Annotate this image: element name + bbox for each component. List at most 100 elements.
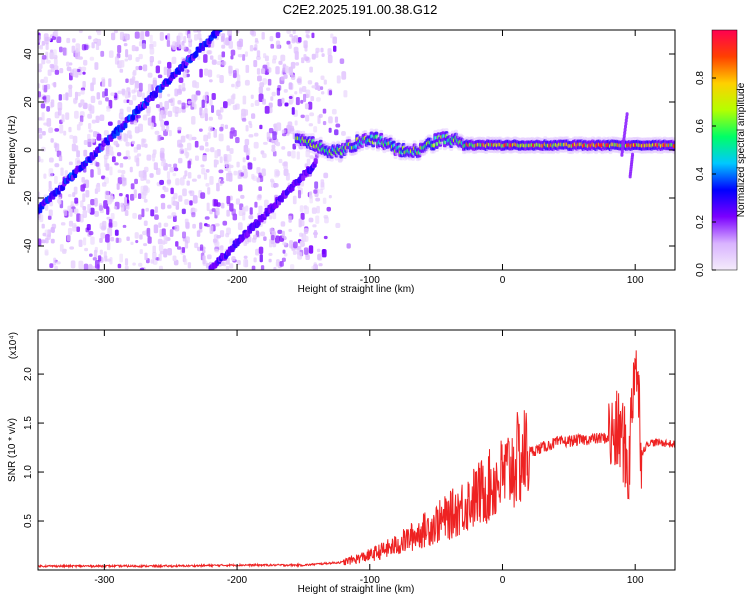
heatmap-cell [178, 32, 183, 41]
heatmap-cell [306, 158, 311, 166]
heatmap-cell [99, 249, 103, 255]
heatmap-cell [223, 101, 228, 109]
heatmap-cell [622, 137, 626, 142]
heatmap-cell [163, 66, 168, 76]
colorbar-tick-label: 0.2 [695, 215, 706, 229]
heatmap-cell [158, 134, 162, 141]
heatmap-cell [322, 108, 327, 114]
heatmap-cell [374, 134, 378, 139]
y-tick-label: 20 [23, 96, 34, 108]
heatmap-cell [230, 55, 234, 60]
heatmap-cell [53, 58, 58, 66]
heatmap-cell [206, 50, 212, 55]
heatmap-cell [250, 94, 254, 100]
heatmap-cell [623, 127, 627, 132]
heatmap-cell [52, 49, 57, 58]
heatmap-cell [295, 62, 300, 66]
heatmap-cell [323, 79, 327, 85]
x-tick-label: 0 [500, 575, 506, 586]
colorbar-label: Normalized spectral amplitude [736, 82, 747, 217]
heatmap-cell [134, 178, 138, 185]
heatmap-cell [139, 267, 145, 270]
heatmap-cell [68, 126, 72, 133]
snr-y-ticks: 0.5 1.0 1.5 2.0 [23, 367, 675, 528]
heatmap-cell [178, 143, 184, 147]
heatmap-cell [228, 40, 233, 49]
heatmap-cell [237, 54, 243, 58]
heatmap-cell [135, 114, 141, 119]
heatmap-cell [113, 30, 118, 34]
heatmap-cell [188, 134, 193, 141]
heatmap-cell [121, 88, 126, 95]
heatmap-cell [313, 126, 318, 133]
heatmap-cell [323, 235, 328, 240]
heatmap-cell [84, 247, 89, 252]
heatmap-cell [38, 63, 43, 70]
heatmap-cell [141, 208, 145, 218]
snr-y-axis-label: SNR (10 * v/v) [7, 418, 18, 482]
heatmap-cell [74, 145, 79, 152]
heatmap-cell [196, 30, 202, 33]
heatmap-cell [187, 160, 191, 169]
heatmap-cell [330, 33, 334, 39]
heatmap-cell [132, 212, 137, 219]
heatmap-cell [49, 263, 54, 269]
heatmap-cell [221, 21, 225, 27]
heatmap-cell [220, 107, 224, 113]
heatmap-cell [126, 236, 130, 242]
heatmap-cell [50, 99, 55, 108]
heatmap-cell [68, 161, 73, 166]
heatmap-cell [113, 140, 119, 146]
heatmap-cell [183, 258, 188, 265]
heatmap-cell [308, 217, 314, 223]
heatmap-cell [193, 94, 198, 101]
heatmap-cell [72, 135, 78, 144]
heatmap-cell [194, 34, 198, 41]
heatmap-cell [90, 95, 96, 104]
heatmap-cell [128, 100, 133, 106]
heatmap-cell [197, 174, 202, 179]
heatmap-cell [214, 223, 220, 227]
heatmap-cell [187, 262, 192, 269]
heatmap-cell [136, 144, 142, 150]
heatmap-cell [54, 128, 60, 132]
heatmap-cell [243, 255, 248, 259]
heatmap-cell [245, 125, 249, 132]
heatmap-cell [273, 123, 278, 128]
heatmap-cell [275, 141, 281, 147]
heatmap-cell [177, 126, 182, 131]
heatmap-cell [317, 115, 321, 124]
heatmap-cell [221, 44, 226, 49]
heatmap-cell [251, 265, 256, 270]
heatmap-cell [219, 230, 225, 238]
heatmap-cell [216, 182, 220, 192]
heatmap-cell [334, 116, 339, 123]
colorbar-scale [711, 29, 738, 271]
heatmap-cell [272, 58, 277, 64]
heatmap-cell [189, 200, 193, 206]
heatmap-cell [328, 90, 332, 96]
heatmap-cell [155, 65, 160, 74]
heatmap-cell [206, 224, 210, 228]
heatmap-cell [318, 263, 323, 267]
heatmap-cell [88, 265, 94, 270]
heatmap-cell [244, 138, 250, 146]
heatmap-cell [135, 239, 139, 244]
heatmap-cell [216, 74, 221, 78]
heatmap-cell [241, 108, 246, 117]
heatmap-cell [160, 202, 166, 210]
heatmap-cell [116, 183, 120, 190]
heatmap-cell [169, 166, 175, 173]
heatmap-cell [104, 255, 108, 262]
heatmap-cell [235, 198, 240, 205]
heatmap-cell [173, 163, 178, 169]
heatmap-cell [332, 36, 337, 44]
heatmap-cell [38, 91, 42, 98]
heatmap-cell [66, 61, 70, 67]
heatmap-cell [317, 253, 323, 261]
heatmap-cell [59, 68, 64, 74]
heatmap-cell [104, 158, 108, 168]
heatmap-cell [232, 213, 238, 221]
heatmap-cell [175, 178, 180, 186]
heatmap-cell [308, 123, 313, 127]
